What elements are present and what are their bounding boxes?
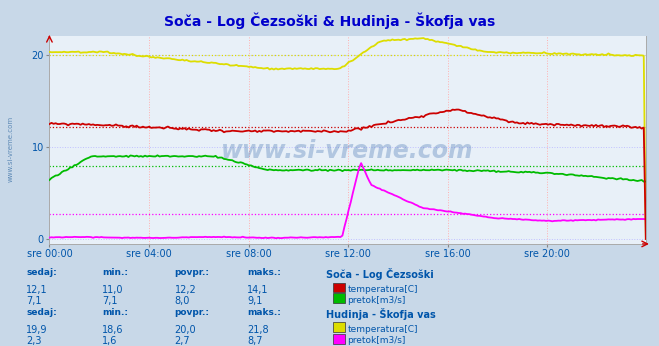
Text: 2,7: 2,7: [175, 336, 190, 346]
Text: pretok[m3/s]: pretok[m3/s]: [347, 296, 406, 305]
Text: maks.:: maks.:: [247, 308, 281, 317]
Text: www.si-vreme.com: www.si-vreme.com: [221, 138, 474, 163]
Text: 20,0: 20,0: [175, 325, 196, 335]
Text: 19,9: 19,9: [26, 325, 48, 335]
Text: povpr.:: povpr.:: [175, 308, 210, 317]
Text: temperatura[C]: temperatura[C]: [347, 325, 418, 334]
Text: 1,6: 1,6: [102, 336, 117, 346]
Text: 8,7: 8,7: [247, 336, 263, 346]
Text: Soča - Log Čezsoški: Soča - Log Čezsoški: [326, 268, 434, 280]
Text: 9,1: 9,1: [247, 296, 262, 306]
Text: povpr.:: povpr.:: [175, 268, 210, 277]
Text: 2,3: 2,3: [26, 336, 42, 346]
Text: min.:: min.:: [102, 268, 128, 277]
Text: 12,1: 12,1: [26, 285, 48, 295]
Text: 7,1: 7,1: [26, 296, 42, 306]
Text: 7,1: 7,1: [102, 296, 118, 306]
Text: 14,1: 14,1: [247, 285, 269, 295]
Text: temperatura[C]: temperatura[C]: [347, 285, 418, 294]
Text: maks.:: maks.:: [247, 268, 281, 277]
Text: 11,0: 11,0: [102, 285, 124, 295]
Text: min.:: min.:: [102, 308, 128, 317]
Text: Soča - Log Čezsoški & Hudinja - Škofja vas: Soča - Log Čezsoški & Hudinja - Škofja v…: [164, 12, 495, 29]
Text: sedaj:: sedaj:: [26, 268, 57, 277]
Text: pretok[m3/s]: pretok[m3/s]: [347, 336, 406, 345]
Text: www.si-vreme.com: www.si-vreme.com: [8, 116, 14, 182]
Text: 12,2: 12,2: [175, 285, 196, 295]
Text: 21,8: 21,8: [247, 325, 269, 335]
Text: Hudinja - Škofja vas: Hudinja - Škofja vas: [326, 308, 436, 320]
Text: 18,6: 18,6: [102, 325, 124, 335]
Text: sedaj:: sedaj:: [26, 308, 57, 317]
Text: 8,0: 8,0: [175, 296, 190, 306]
